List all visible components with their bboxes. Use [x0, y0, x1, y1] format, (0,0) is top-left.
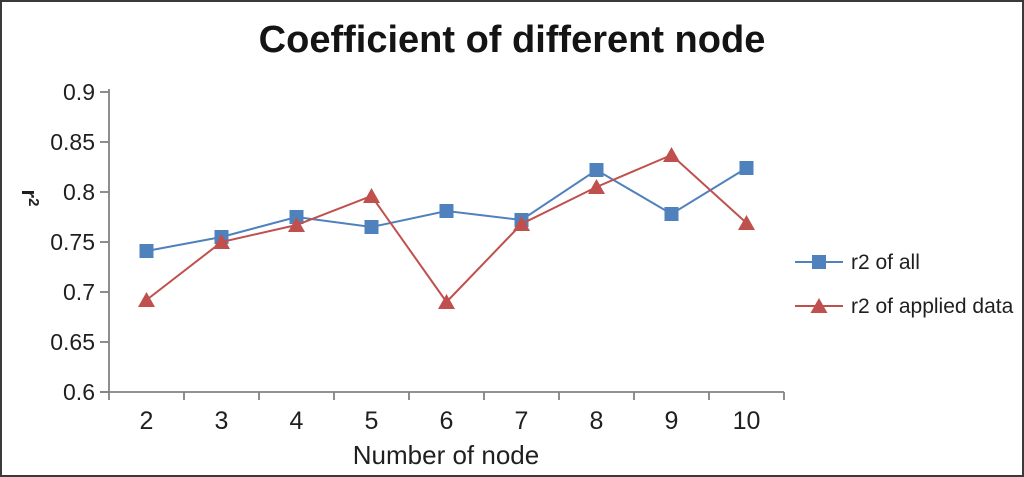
chart-title: Coefficient of different node — [259, 19, 766, 61]
y-axis-ticks: 0.9 0.85 0.8 0.75 0.7 0.65 0.6 — [50, 79, 109, 405]
y-axis-title-superscript: 2 — [25, 198, 42, 206]
y-tick-label: 0.9 — [63, 79, 95, 105]
data-point-marker — [513, 216, 530, 231]
data-point-marker — [439, 204, 454, 218]
y-axis-title: r2 — [17, 190, 42, 207]
y-tick-label: 0.8 — [63, 179, 95, 205]
x-tick-label: 8 — [590, 407, 604, 435]
data-point-marker — [288, 217, 305, 232]
data-point-marker — [664, 207, 679, 221]
x-tick-label: 7 — [515, 407, 529, 435]
data-point-marker — [588, 179, 605, 194]
data-point-marker — [363, 188, 380, 203]
y-tick-label: 0.85 — [50, 129, 95, 155]
y-tick-label: 0.7 — [63, 279, 95, 305]
x-axis-ticks: 2 3 4 5 6 7 8 9 10 — [108, 392, 785, 435]
y-tick-label: 0.6 — [63, 379, 95, 405]
x-tick-label: 9 — [665, 407, 679, 435]
legend-label: r2 of all — [851, 251, 920, 274]
x-tick-label: 5 — [365, 407, 379, 435]
y-tick-label: 0.75 — [50, 229, 95, 255]
series-line — [145, 153, 748, 304]
data-point-marker — [364, 220, 379, 234]
data-point-marker — [663, 147, 680, 162]
data-point-marker — [589, 163, 604, 177]
data-point-marker — [138, 292, 155, 307]
x-tick-label: 3 — [215, 407, 229, 435]
data-point-marker — [139, 244, 154, 258]
legend-marker — [812, 255, 826, 269]
x-tick-label: 4 — [290, 407, 304, 435]
data-point-marker — [738, 215, 755, 230]
y-axis-title-base: r — [17, 190, 42, 199]
series-layer — [138, 147, 755, 309]
data-point-marker — [438, 294, 455, 309]
series-r2-of-all — [139, 161, 754, 258]
x-axis-title: Number of node — [353, 440, 539, 470]
legend-marker — [810, 298, 828, 313]
data-point-marker — [213, 234, 230, 249]
legend-item: r2 of applied data — [795, 295, 1014, 318]
y-tick-label: 0.65 — [50, 329, 95, 355]
legend-item: r2 of all — [795, 251, 920, 274]
series-r2-of-applied-data — [138, 147, 755, 309]
legend: r2 of all r2 of applied data — [795, 251, 1014, 318]
legend-label: r2 of applied data — [851, 295, 1014, 318]
data-point-marker — [739, 161, 754, 175]
x-tick-label: 6 — [440, 407, 454, 435]
x-tick-label: 10 — [733, 407, 761, 435]
x-tick-label: 2 — [140, 407, 154, 435]
